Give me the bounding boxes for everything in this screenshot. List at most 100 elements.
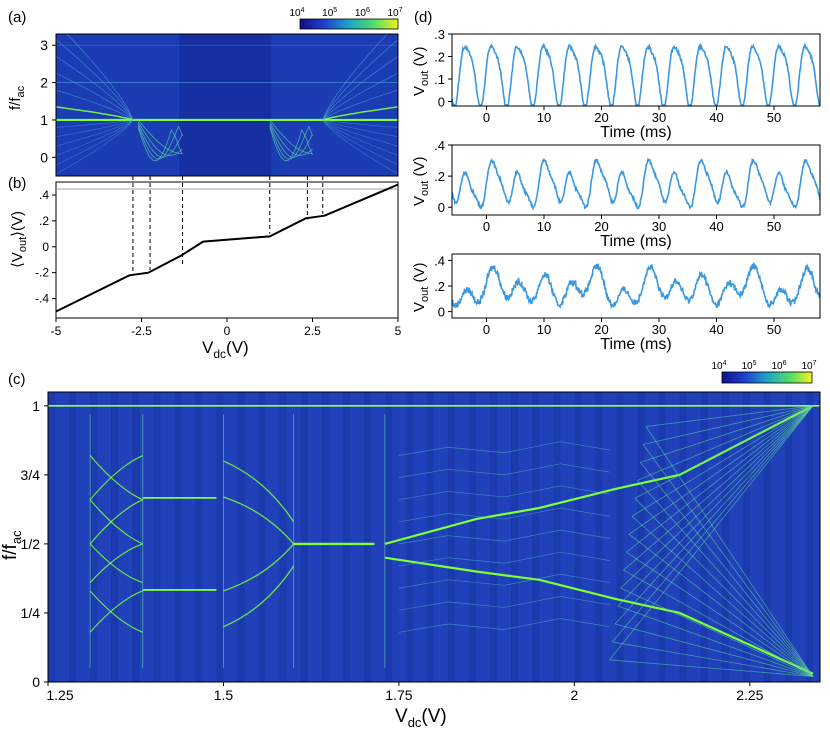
colorbar-tick-base: 10 [741, 361, 753, 372]
panel-c-xtick-label: 1.25 [46, 687, 73, 703]
panel-a-fan-curve [322, 89, 399, 121]
panel-b-xtick-label: -5 [51, 324, 62, 338]
panel-d-xtick-label: 50 [767, 110, 781, 125]
panel-a-fan-curve [322, 39, 399, 121]
panel-c-texture [504, 392, 512, 682]
panel-a-tongue-curve [269, 127, 313, 162]
panel-c-texture [525, 392, 533, 682]
panel-c-texture [532, 392, 540, 682]
panel-c-texture [398, 392, 406, 682]
panel-b-xticks: -5 -2.5 0 2.5 5 [51, 318, 402, 338]
panel-d-trace [451, 42, 821, 106]
panel-c-texture [48, 392, 55, 682]
panel-c-ylabel: f/fac [0, 530, 24, 560]
colorbar-tick-label: 106 [771, 360, 786, 372]
panel-d-frame [451, 144, 821, 216]
panel-c-branch-curve [89, 543, 143, 584]
panel-c-texture [805, 392, 813, 682]
panel-c-fan-line [637, 405, 814, 481]
panel-c-ytick-label: 1/4 [21, 605, 41, 621]
panel-c-texture [637, 392, 645, 682]
panel-c-texture [497, 392, 505, 682]
panel-c-texture [412, 392, 420, 682]
panel-a-fan-curve [322, 119, 399, 156]
colorbar-tick-exponent: 6 [783, 360, 787, 367]
panel-c-texture [181, 392, 189, 682]
panel-c-texture [567, 392, 575, 682]
panel-b-frame [55, 181, 399, 319]
panel-b-xlabel: Vdc(V) [202, 338, 249, 361]
panel-c-texture [146, 392, 154, 682]
panel-a-colorbar-ticks: 104 105 106 107 [289, 7, 402, 19]
panel-d-ytick-label: 0 [438, 95, 445, 110]
panel-c-step-structure [398, 573, 610, 589]
panel-d-ylabel-sub: out [419, 287, 431, 302]
panel-b-xtick-label: -2.5 [131, 324, 152, 338]
panel-d-xtick-label: 40 [709, 110, 723, 125]
panel-c-texture [223, 392, 231, 682]
panel-d-ytick-label: .2 [434, 279, 445, 294]
panel-c-fan-line [631, 405, 814, 517]
panel-c-texture [195, 392, 203, 682]
panel-c-fan-line [623, 405, 814, 571]
panel-d-xtick-label: 10 [537, 322, 551, 337]
panel-c-branch-curve [89, 499, 143, 545]
panel-c-colorbar-ticks: 104 105 106 107 [711, 360, 816, 372]
panel-a-fan-curve [55, 119, 134, 156]
panel-a-fan-curve [322, 56, 399, 121]
panel-a-fan-curve [55, 39, 134, 121]
panel-c: 0 1/4 1/2 3/4 1 1.25 1.5 1.75 2 2.25 f/fac Vdc(V… [0, 360, 821, 730]
panel-c-texture [384, 392, 392, 682]
panel-c-texture [174, 392, 182, 682]
panel-c-fan-line [634, 405, 814, 499]
panel-c-texture [539, 392, 547, 682]
panel-c-step-structure [398, 507, 610, 523]
panel-c-fan-line [631, 515, 814, 677]
panel-a-fan-curve [55, 119, 134, 138]
panel-c-texture [370, 392, 378, 682]
panel-c-xtick-label: 2 [570, 687, 578, 703]
panel-c-fan-line [617, 605, 814, 677]
panel-c-texture [293, 392, 301, 682]
panel-d-ytick-label: 0 [438, 200, 445, 215]
panel-a-fan-curve [56, 33, 134, 121]
panel-c-texture [595, 392, 603, 682]
colorbar-tick-label: 105 [741, 360, 756, 372]
panel-d-xlabel: Time (ms) [600, 124, 671, 141]
panel-d-frame [451, 253, 821, 319]
panel-d-xtick-label: 20 [594, 322, 608, 337]
panel-b-ytick-label: -.2 [35, 266, 49, 280]
colorbar-tick-base: 10 [289, 8, 301, 19]
panel-c-texture [791, 392, 799, 682]
panel-c-step-structure [398, 551, 610, 567]
colorbar-tick-base: 10 [711, 361, 723, 372]
colorbar-tick-label: 107 [387, 7, 402, 19]
panel-d-subplot: .4 .2 0 0 10 20 30 40 50 Time (ms) Vout (V) [411, 253, 821, 353]
panel-c-texture [167, 392, 175, 682]
colorbar-tick-exponent: 7 [813, 360, 817, 367]
panel-c-texture [76, 392, 84, 682]
panel-c-texture [251, 392, 259, 682]
panel-c-texture [286, 392, 294, 682]
panel-a-features [55, 33, 399, 176]
panel-a-fan-curve [55, 119, 134, 147]
panel-c-fan-line [628, 533, 814, 677]
panel-c-texture [616, 392, 624, 682]
panel-a-fan-curve [322, 106, 399, 121]
panel-d-ytick-label: .4 [434, 253, 445, 268]
panel-b: .4 .2 0 -.2 -.4 -5 -2.5 0 2.5 5 ⟨Vout⟩(V) Vdc(V) [9, 176, 402, 361]
panel-a-fan-curve [322, 119, 399, 175]
panel-c-texture [511, 392, 519, 682]
panel-d-xtick-label: 50 [767, 219, 781, 234]
panel-c-texture [777, 392, 785, 682]
panel-c-texture [90, 392, 98, 682]
panel-c-frame [47, 391, 821, 683]
panel-c-texture [314, 392, 322, 682]
panel-c-texture [426, 392, 434, 682]
panel-c-texture [307, 392, 315, 682]
panel-a-ytick-label: 3 [40, 37, 48, 53]
panel-c-colorbar [721, 371, 813, 384]
panel-c-texture [665, 392, 673, 682]
panel-c-texture [679, 392, 687, 682]
